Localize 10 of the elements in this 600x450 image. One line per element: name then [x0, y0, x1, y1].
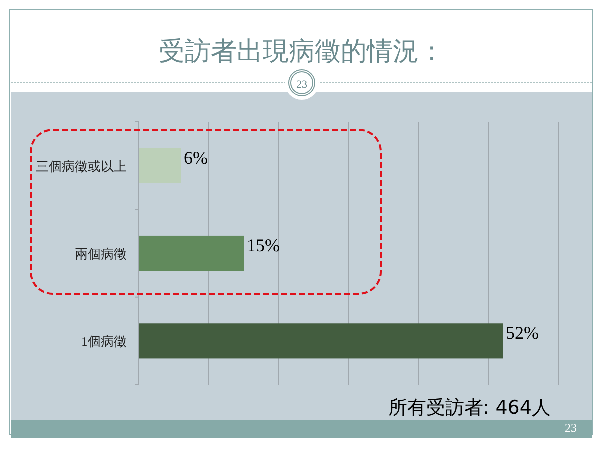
y-tick-label: 兩個病徵: [75, 246, 127, 262]
text: 23: [565, 421, 577, 435]
data-label: 6%: [184, 148, 208, 168]
text: 23: [296, 79, 308, 91]
y-tick-label: 三個病徵或以上: [36, 158, 127, 174]
y-tick-label: 1個病徵: [82, 334, 127, 350]
data-label: 52%: [506, 323, 539, 344]
chart-title: 受訪者出現病徵的情況：: [159, 37, 445, 67]
text: 所有受訪者: 464人: [388, 397, 551, 419]
data-label: 15%: [247, 236, 280, 256]
